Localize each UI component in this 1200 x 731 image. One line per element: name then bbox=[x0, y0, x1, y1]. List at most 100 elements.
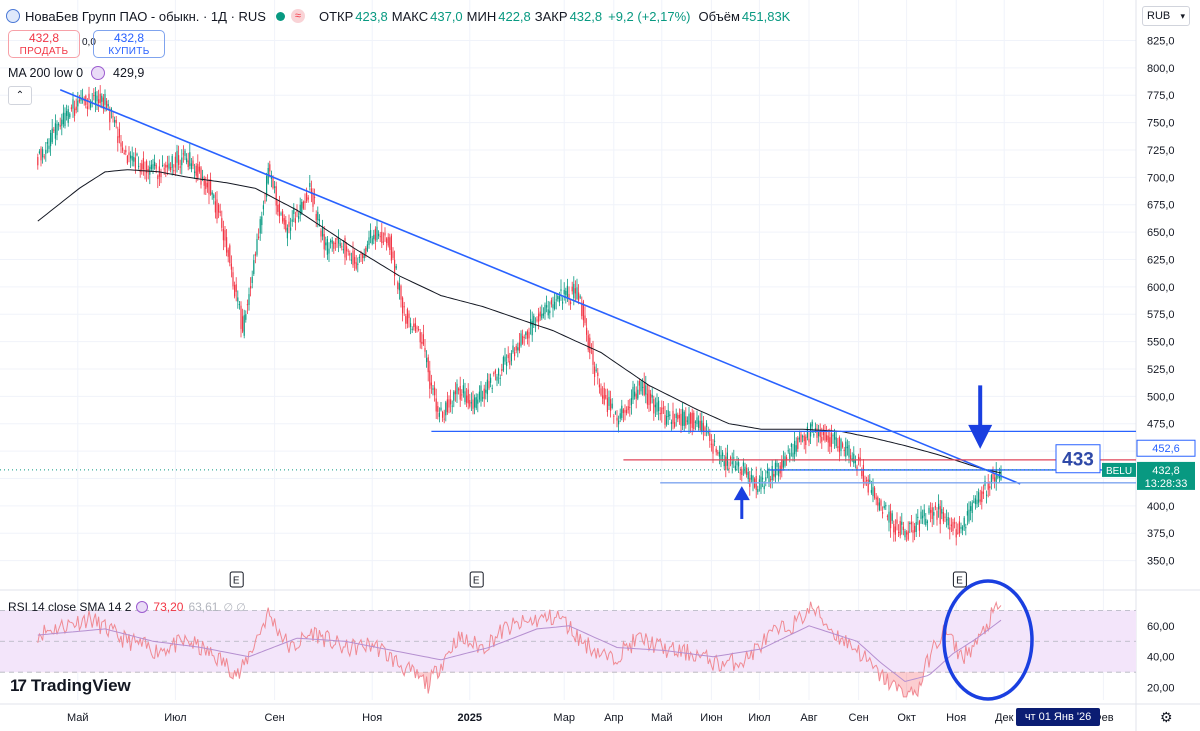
time-axis-label: Мар bbox=[553, 712, 575, 724]
time-axis-label: Май bbox=[67, 712, 89, 724]
candle-body bbox=[219, 211, 221, 213]
rsi-settings-icon[interactable] bbox=[136, 601, 149, 613]
ma-legend[interactable]: MA 200 low 0 429,9 bbox=[8, 66, 144, 80]
indicator-settings-icon[interactable] bbox=[91, 66, 106, 80]
candle-body bbox=[606, 398, 608, 412]
currency-selector[interactable]: RUB ▾ bbox=[1142, 6, 1190, 26]
candle-body bbox=[307, 197, 309, 200]
candle-body bbox=[976, 499, 978, 505]
candle-body bbox=[678, 415, 680, 419]
earnings-marker-label: E bbox=[956, 576, 963, 587]
candle-body bbox=[198, 166, 200, 172]
candle-body bbox=[46, 142, 48, 144]
candle-body bbox=[184, 150, 186, 156]
candle-body bbox=[736, 462, 738, 466]
candle-body bbox=[685, 416, 687, 426]
candle-body bbox=[206, 182, 208, 188]
candle-body bbox=[400, 285, 402, 300]
candle-body bbox=[933, 512, 935, 516]
candle-body bbox=[627, 406, 629, 411]
candle-body bbox=[264, 200, 266, 202]
candle-body bbox=[390, 235, 392, 261]
candle-body bbox=[179, 166, 181, 168]
candle-body bbox=[770, 479, 772, 481]
candle-body bbox=[235, 284, 237, 292]
candle-body bbox=[637, 389, 639, 399]
gear-icon[interactable]: ⚙ bbox=[1160, 709, 1173, 725]
tradingview-logo[interactable]: 17 TradingView bbox=[10, 676, 131, 696]
candle-body bbox=[96, 95, 98, 102]
candle-body bbox=[923, 509, 925, 517]
candle-body bbox=[381, 231, 383, 244]
rsi-empty-values: ∅ ∅ bbox=[223, 601, 246, 614]
candle-body bbox=[907, 530, 909, 540]
candle-body bbox=[493, 372, 495, 375]
current-price-tag-box bbox=[1137, 461, 1195, 490]
candle-body bbox=[877, 497, 879, 506]
candle-body bbox=[824, 432, 826, 441]
candle-body bbox=[994, 477, 996, 482]
candle-body bbox=[691, 412, 693, 428]
candle-body bbox=[229, 245, 231, 264]
candle-body bbox=[845, 441, 847, 457]
candle-body bbox=[342, 248, 344, 251]
candle-body bbox=[982, 491, 984, 494]
candle-body bbox=[698, 420, 700, 428]
candle-body bbox=[328, 248, 330, 254]
candle-body bbox=[725, 456, 727, 470]
buy-button[interactable]: 432,8 КУПИТЬ bbox=[93, 30, 165, 58]
candle-body bbox=[67, 109, 69, 123]
candle-body bbox=[195, 165, 197, 176]
candle-body bbox=[528, 332, 530, 339]
candle-body bbox=[603, 388, 605, 405]
rsi-legend-label: RSI 14 close SMA 14 2 bbox=[8, 600, 132, 614]
candle-body bbox=[670, 421, 672, 424]
high-value: 437,0 bbox=[430, 8, 463, 24]
candle-body bbox=[882, 512, 884, 514]
candle-body bbox=[147, 168, 149, 171]
candle-body bbox=[854, 459, 856, 464]
candle-body bbox=[70, 107, 72, 110]
candle-body bbox=[995, 470, 997, 483]
collapse-legend-button[interactable]: ⌃ bbox=[8, 86, 32, 105]
time-axis-label: Дек bbox=[995, 712, 1014, 724]
candle-body bbox=[43, 156, 45, 158]
candle-body bbox=[378, 233, 380, 237]
candle-body bbox=[954, 522, 956, 524]
rsi-legend[interactable]: RSI 14 close SMA 14 2 73,20 63,61 ∅ ∅ bbox=[8, 600, 246, 614]
candle-body bbox=[488, 381, 490, 389]
candle-body bbox=[893, 523, 895, 533]
open-label: ОТКР bbox=[318, 8, 354, 24]
candle-body bbox=[966, 511, 968, 516]
candle-body bbox=[403, 306, 405, 308]
candle-body bbox=[338, 237, 340, 244]
candle-body bbox=[251, 276, 253, 283]
candle-body bbox=[110, 108, 112, 112]
candle-body bbox=[482, 397, 484, 399]
candle-body bbox=[816, 428, 818, 438]
candle-body bbox=[710, 443, 712, 445]
candle-body bbox=[115, 119, 117, 124]
ticker-tag-label: BELU bbox=[1106, 466, 1132, 477]
candle-body bbox=[581, 304, 583, 317]
candle-body bbox=[630, 397, 632, 406]
candle-body bbox=[648, 389, 650, 406]
candle-body bbox=[677, 414, 679, 420]
candle-body bbox=[253, 260, 255, 274]
rsi-axis-label: 60,00 bbox=[1147, 621, 1175, 633]
instrument-title[interactable]: НоваБев Групп ПАО - обыкн. · 1Д · RUS bbox=[25, 8, 266, 24]
candle-body bbox=[394, 259, 396, 277]
candle-body bbox=[419, 332, 421, 343]
candle-body bbox=[280, 213, 282, 215]
sell-button[interactable]: 432,8 ПРОДАТЬ bbox=[8, 30, 80, 58]
candle-body bbox=[686, 420, 688, 422]
candle-body bbox=[282, 211, 284, 222]
candle-body bbox=[54, 123, 56, 139]
candle-body bbox=[955, 529, 957, 538]
time-axis-label: Ноя bbox=[362, 712, 382, 724]
candle-body bbox=[632, 386, 634, 400]
candle-body bbox=[858, 456, 860, 461]
candle-body bbox=[301, 201, 303, 214]
price-axis-label: 350,0 bbox=[1147, 556, 1175, 568]
